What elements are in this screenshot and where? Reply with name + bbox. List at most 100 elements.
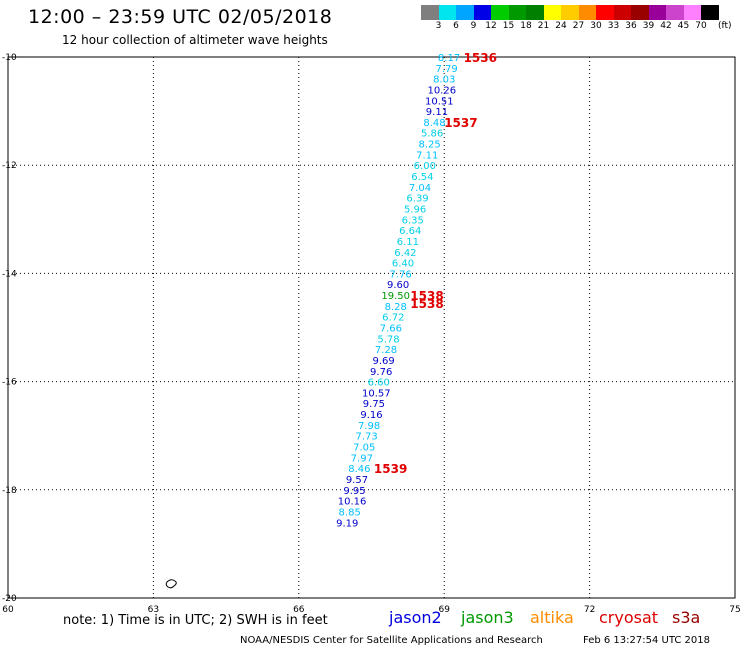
colorbar-tick-label: 36: [625, 21, 637, 31]
wave-height-label: 6.60: [368, 378, 390, 389]
colorbar-swatch: [438, 5, 456, 20]
colorbar: [421, 5, 719, 20]
colorbar-tick-label: 39: [642, 21, 655, 31]
lat-tick-label: -12: [2, 161, 17, 171]
wave-height-label: 7.66: [380, 324, 402, 335]
wave-height-label: 6.11: [397, 237, 419, 248]
colorbar-swatch: [596, 5, 614, 20]
lat-tick-label: -10: [2, 53, 17, 63]
wave-height-label: 7.73: [356, 432, 378, 443]
wave-height-label: 7.97: [351, 453, 373, 464]
map-frame: [7, 56, 736, 599]
wave-height-label: 9.16: [360, 410, 382, 421]
lon-tick-label: 63: [148, 605, 159, 615]
lon-tick-label: 60: [2, 605, 14, 615]
wave-height-label: 6.00: [414, 161, 436, 172]
time-label: 1538: [410, 297, 443, 311]
lat-tick-label: -16: [2, 378, 17, 388]
credit-timestamp: Feb 6 13:27:54 UTC 2018: [583, 635, 710, 646]
wave-height-label: 5.86: [421, 129, 443, 140]
page-title: 12:00 – 23:59 UTC 02/05/2018: [28, 6, 333, 28]
colorbar-tick-label: 42: [660, 21, 672, 31]
colorbar-swatch: [561, 5, 579, 20]
wave-height-label: 10.26: [427, 85, 456, 96]
wave-height-label: 9.19: [336, 518, 358, 529]
wave-height-label: 10.57: [362, 388, 391, 399]
wave-height-label: 9.57: [346, 475, 368, 486]
colorbar-tick-label: 9: [470, 21, 477, 31]
wave-height-label: 8.03: [433, 75, 455, 86]
lat-tick-label: -14: [2, 269, 17, 279]
wave-height-label: 8.28: [385, 302, 407, 313]
time-label: 1539: [374, 462, 407, 476]
colorbar-tick-label: 24: [555, 21, 567, 31]
lon-tick-label: 75: [729, 605, 740, 615]
wave-height-label: 6.35: [402, 215, 424, 226]
wave-height-label: 9.60: [387, 280, 409, 291]
colorbar-swatch: [683, 5, 701, 20]
wave-height-label: 6.40: [392, 259, 414, 270]
colorbar-tick-label: 3: [435, 21, 442, 31]
colorbar-swatch: [456, 5, 474, 20]
colorbar-tick-label: 21: [537, 21, 550, 31]
colorbar-swatch: [613, 5, 631, 20]
colorbar-swatch: [508, 5, 526, 20]
colorbar-tick-label: 33: [607, 21, 620, 31]
wave-height-label: 8.85: [339, 507, 361, 518]
page-subtitle: 12 hour collection of altimeter wave hei…: [62, 33, 328, 47]
credit-line: NOAA/NESDIS Center for Satellite Applica…: [240, 635, 543, 646]
satellite-s3a: s3a: [672, 608, 701, 627]
colorbar-tick-label: 18: [520, 21, 532, 31]
wave-height-label: 9.76: [370, 367, 392, 378]
wave-height-label: 7.11: [416, 150, 438, 161]
wave-height-label: 7.04: [409, 183, 431, 194]
colorbar-tick-label: 30: [590, 21, 602, 31]
wave-height-label: 8.25: [419, 140, 441, 151]
colorbar-swatch: [631, 5, 649, 20]
wave-height-label: 9.11: [426, 107, 448, 118]
colorbar-tick-label: 70: [695, 21, 707, 31]
wave-height-label: 6.39: [406, 194, 428, 205]
wave-height-label: 9.75: [363, 399, 385, 410]
colorbar-swatch: [543, 5, 561, 20]
wave-height-label: 7.28: [375, 345, 397, 356]
wave-height-label: 8.17: [438, 53, 460, 64]
colorbar-swatch: [701, 5, 719, 20]
time-label: 1537: [444, 116, 477, 130]
satellite-cryosat: cryosat: [599, 608, 659, 627]
wave-height-label: 7.76: [389, 269, 411, 280]
satellite-jason2: jason2: [389, 608, 442, 627]
colorbar-tick-label: 45: [677, 21, 690, 31]
wave-height-label: 5.78: [377, 334, 399, 345]
colorbar-swatch: [491, 5, 509, 20]
colorbar-unit: (ft): [718, 21, 732, 31]
colorbar-swatch: [578, 5, 596, 20]
colorbar-swatch: [473, 5, 491, 20]
lat-tick-label: -18: [2, 486, 17, 496]
lon-tick-label: 66: [293, 605, 305, 615]
wave-height-label: 7.98: [358, 421, 380, 432]
wave-height-label: 10.16: [338, 497, 367, 508]
colorbar-swatch: [421, 5, 439, 20]
wave-height-label: 9.95: [343, 486, 365, 497]
time-label: 1536: [464, 51, 497, 65]
satellite-altika: altika: [530, 608, 574, 627]
lon-tick-label: 72: [584, 605, 595, 615]
lat-tick-label: -20: [2, 594, 17, 604]
wave-height-label: 6.42: [394, 248, 416, 259]
colorbar-tick-label: 6: [453, 21, 459, 31]
colorbar-tick-label: 27: [572, 21, 585, 31]
time-label: 1538: [410, 289, 443, 303]
colorbar-tick-label: 12: [485, 21, 497, 31]
wave-height-label: 10.51: [425, 96, 454, 107]
satellite-jason3: jason3: [461, 608, 514, 627]
colorbar-swatch: [526, 5, 544, 20]
colorbar-tick-label: 15: [502, 21, 515, 31]
lon-tick-label: 69: [438, 605, 450, 615]
island-shape: [165, 579, 177, 589]
colorbar-swatch: [648, 5, 666, 20]
wave-height-label: 5.96: [404, 204, 426, 215]
wave-height-label: 7.05: [353, 443, 375, 454]
